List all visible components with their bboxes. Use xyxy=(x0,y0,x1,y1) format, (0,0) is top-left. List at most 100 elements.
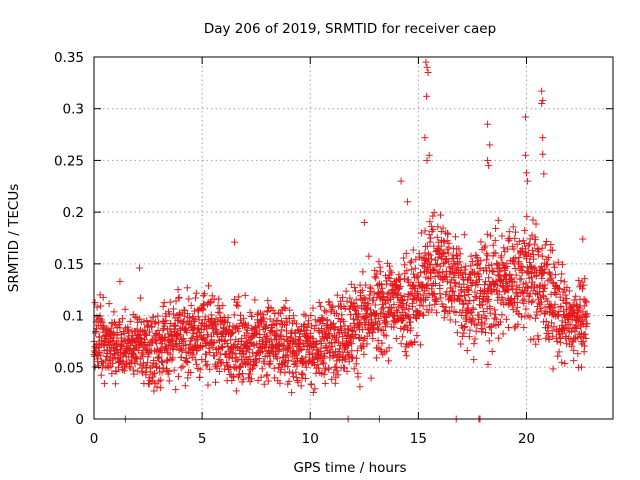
data-point xyxy=(361,219,368,226)
data-point xyxy=(97,303,104,310)
data-point xyxy=(122,306,129,313)
data-point xyxy=(205,282,212,289)
y-tick-label: 0.35 xyxy=(54,50,84,66)
data-point xyxy=(495,217,502,224)
data-point xyxy=(451,280,458,287)
data-point xyxy=(550,261,557,268)
data-point xyxy=(410,246,417,253)
data-point xyxy=(459,333,466,340)
data-point xyxy=(348,281,355,288)
data-point xyxy=(403,352,410,359)
data-point xyxy=(203,362,210,369)
data-point xyxy=(527,336,534,343)
data-point xyxy=(438,228,445,235)
data-point xyxy=(321,307,328,314)
data-point xyxy=(179,347,186,354)
data-point xyxy=(265,378,272,385)
data-point xyxy=(522,113,529,120)
data-point xyxy=(498,311,505,318)
data-point xyxy=(424,64,431,71)
data-point xyxy=(535,251,542,258)
data-point xyxy=(477,238,484,245)
data-point xyxy=(523,169,530,176)
y-tick-label: 0.1 xyxy=(63,309,84,325)
data-point xyxy=(184,284,191,291)
data-point xyxy=(423,93,430,100)
data-point xyxy=(521,227,528,234)
data-point xyxy=(353,355,360,362)
data-point xyxy=(393,335,400,342)
data-point xyxy=(547,241,554,248)
data-point xyxy=(460,330,467,337)
data-point xyxy=(524,178,531,185)
data-point xyxy=(136,264,143,271)
y-tick-label: 0.2 xyxy=(63,205,84,221)
data-point xyxy=(178,364,185,371)
data-point xyxy=(487,232,494,239)
data-point xyxy=(96,333,103,340)
data-point xyxy=(464,347,471,354)
data-point xyxy=(193,290,200,297)
data-point xyxy=(563,295,570,302)
data-point xyxy=(520,324,527,331)
data-point xyxy=(574,350,581,357)
x-tick-label: 10 xyxy=(302,431,319,447)
data-point xyxy=(461,231,468,238)
data-point xyxy=(570,357,577,364)
data-point xyxy=(486,337,493,344)
data-point xyxy=(379,289,386,296)
data-point xyxy=(445,250,452,257)
data-point xyxy=(421,134,428,141)
y-tick-label: 0.05 xyxy=(54,360,84,376)
data-point xyxy=(200,292,207,299)
data-point xyxy=(182,382,189,389)
x-tick-label: 5 xyxy=(198,431,207,447)
data-point xyxy=(387,267,394,274)
data-point xyxy=(412,265,419,272)
data-point xyxy=(506,228,513,235)
data-point xyxy=(495,335,502,342)
data-point xyxy=(484,231,491,238)
data-point xyxy=(582,297,589,304)
data-point xyxy=(484,121,491,128)
data-point xyxy=(398,178,405,185)
data-point xyxy=(261,381,268,388)
data-point xyxy=(485,274,492,281)
data-point xyxy=(228,377,235,384)
chart-title: Day 206 of 2019, SRMTID for receiver cae… xyxy=(204,21,496,37)
data-point xyxy=(175,286,182,293)
data-point xyxy=(368,375,375,382)
data-point xyxy=(490,268,497,275)
data-point xyxy=(492,225,499,232)
data-point xyxy=(327,308,334,315)
data-point xyxy=(482,243,489,250)
data-point xyxy=(404,198,411,205)
data-point xyxy=(360,351,367,358)
data-point xyxy=(533,221,540,228)
y-tick-label: 0.15 xyxy=(54,257,84,273)
data-point xyxy=(365,253,372,260)
data-point xyxy=(409,300,416,307)
data-point xyxy=(470,340,477,347)
data-point xyxy=(354,373,361,380)
data-point xyxy=(248,313,255,320)
x-tick-label: 15 xyxy=(410,431,427,447)
data-point xyxy=(491,315,498,322)
data-point xyxy=(175,373,182,380)
data-point xyxy=(478,328,485,335)
data-point xyxy=(356,383,363,390)
data-point xyxy=(503,316,510,323)
data-point xyxy=(511,324,518,331)
data-point xyxy=(579,236,586,243)
data-point xyxy=(308,381,315,388)
data-point xyxy=(557,277,564,284)
data-point xyxy=(546,336,553,343)
data-point xyxy=(193,361,200,368)
data-point xyxy=(549,247,556,254)
data-point xyxy=(264,371,271,378)
data-point xyxy=(570,347,577,354)
data-point xyxy=(467,262,474,269)
data-point xyxy=(580,282,587,289)
data-point xyxy=(178,354,185,361)
